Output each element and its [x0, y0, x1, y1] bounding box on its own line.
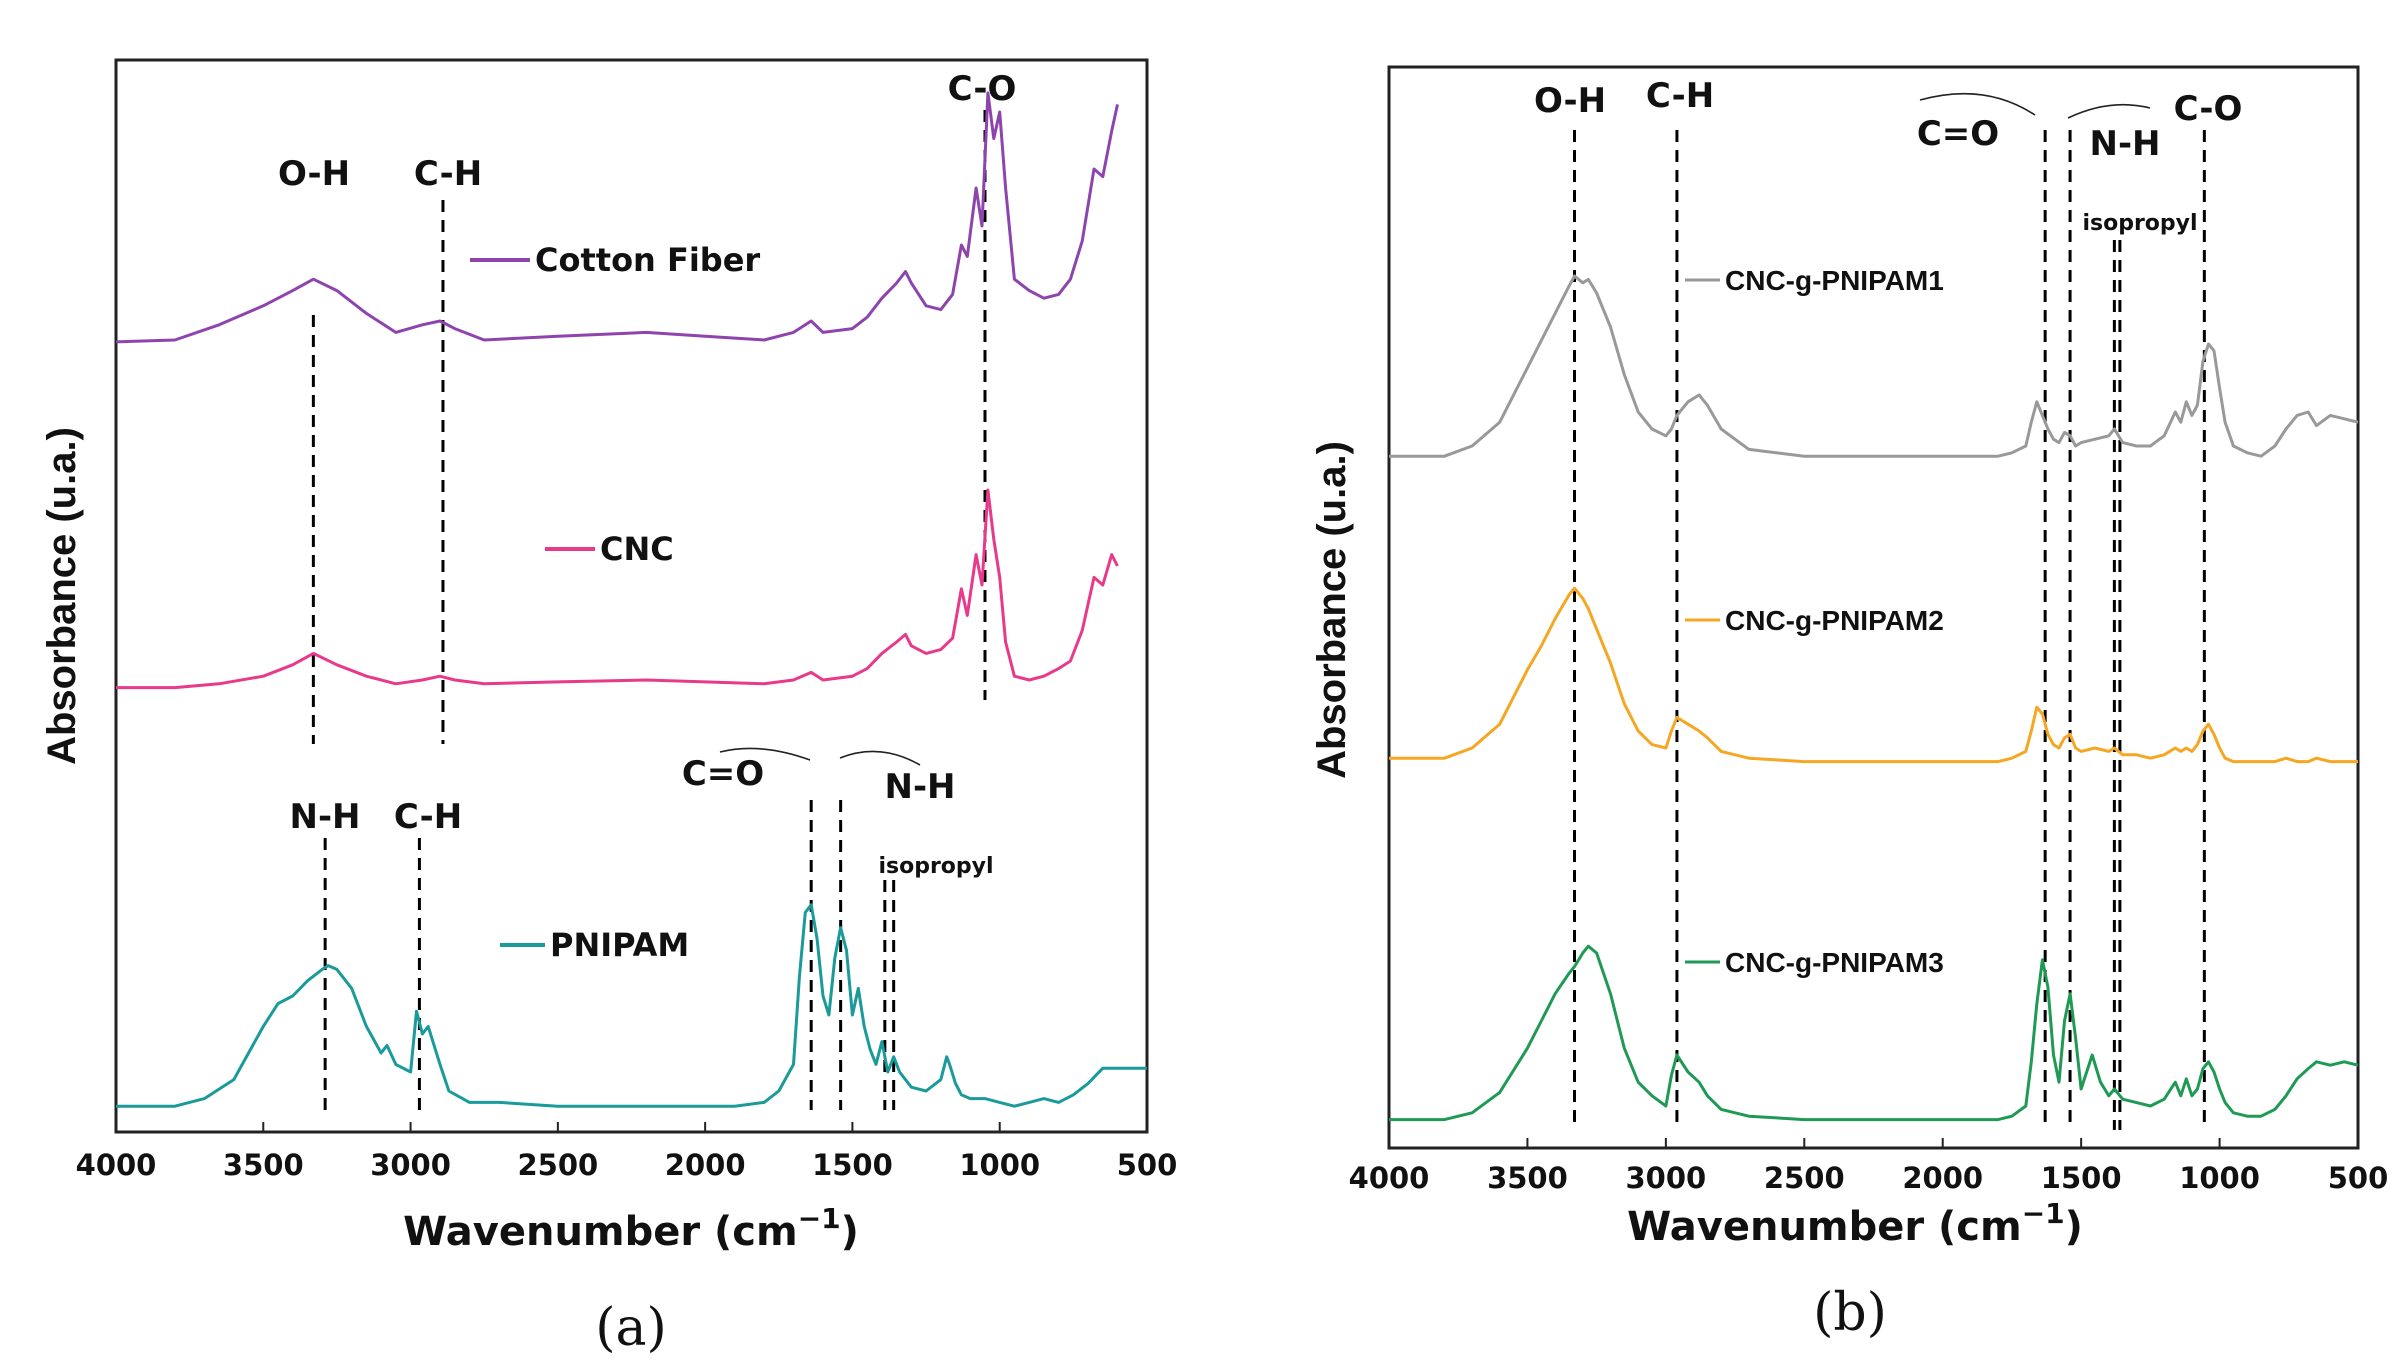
peak-label-b-c-h: C-H [1646, 76, 1714, 116]
peak-label-b-isopropyl: isopropyl [2082, 211, 2197, 236]
y-axis-label-b: Absorbance (u.a.) [1310, 441, 1354, 779]
panel-label-a: (a) [595, 1298, 667, 1358]
series-line-cnc-g-pnipam2 [1389, 586, 2358, 764]
panel-b-tick-label-1500: 1500 [2041, 1161, 2122, 1195]
panel-a-tick-label-1000: 1000 [959, 1148, 1040, 1182]
peak-label-b-n-h: N-H [2089, 124, 2160, 164]
panel-b-series [1389, 274, 2359, 1122]
peak-label-b-o-h: O-H [1534, 81, 1606, 121]
y-axis-label-a: Absorbance (u.a.) [40, 427, 84, 765]
series-line-cnc-g-pnipam1 [1389, 274, 2359, 458]
x-axis-label-b: Wavenumber (cm−1) [1627, 1197, 2083, 1250]
panel-b-tick-label-2500: 2500 [1764, 1161, 1845, 1195]
legend-label-pnipam: PNIPAM [550, 926, 689, 964]
panel-b-tick-label-3500: 3500 [1487, 1161, 1568, 1195]
legend-label-pnipam1: CNC-g-PNIPAM1 [1725, 265, 1944, 296]
peak-label-o-h: O-H [278, 154, 350, 194]
peak-label-c-o: C-O [948, 69, 1017, 109]
panel-a: 4000 3500 3000 2500 2000 1500 1000 500 Cotton F… [40, 58, 1178, 1358]
panel-a-tick-label-1500: 1500 [812, 1148, 893, 1182]
panel-a-tick-label-4000: 4000 [76, 1148, 157, 1182]
panel-a-series [115, 91, 1147, 1108]
panel-b-tick-label-4000: 4000 [1349, 1161, 1430, 1195]
brace-c-o-double [719, 747, 811, 761]
panel-b-tick-label-1000: 1000 [2179, 1161, 2260, 1195]
panel-b: 4000 3500 3000 2500 2000 1500 1000 500 CNC-g-PN… [1310, 65, 2389, 1343]
panel-b-plot-frame [1387, 65, 2360, 1150]
x-axis-label-a: Wavenumber (cm−1) [403, 1202, 859, 1255]
panel-b-tick-label-500: 500 [2328, 1161, 2389, 1195]
panel-a-tick-label-2000: 2000 [665, 1148, 746, 1182]
peak-label-c-h-pnipam: C-H [394, 797, 462, 837]
series-line-cnc [116, 488, 1119, 690]
panel-a-tick-label-500: 500 [1117, 1148, 1178, 1182]
legend-label-cotton-fiber: Cotton Fiber [535, 241, 760, 279]
brace-n-h-amide [839, 750, 921, 766]
panel-a-tick-label-2500: 2500 [517, 1148, 598, 1182]
brace-b-n-h [2067, 103, 2151, 119]
panel-b-tick-label-3000: 3000 [1625, 1161, 1706, 1195]
peak-label-c-o-double: C=O [682, 754, 764, 794]
panel-b-x-ticks: 4000 3500 3000 2500 2000 1500 1000 500 [1349, 1138, 2389, 1195]
panel-a-tick-label-3000: 3000 [370, 1148, 451, 1182]
series-line-cnc-g-pnipam3 [1389, 944, 2359, 1122]
peak-label-b-c-o-double: C=O [1917, 114, 1999, 154]
panel-b-tick-label-2000: 2000 [1902, 1161, 1983, 1195]
panel-a-x-ticks: 4000 3500 3000 2500 2000 1500 1000 500 [76, 1122, 1178, 1182]
peak-label-c-h: C-H [414, 154, 482, 194]
series-line-cotton-fiber [115, 91, 1119, 344]
panel-b-guides [1572, 130, 2206, 1130]
brace-b-c-o-double [1919, 92, 2036, 116]
legend-label-cnc: CNC [600, 530, 674, 568]
panel-a-plot-frame [114, 58, 1149, 1134]
legend-label-pnipam3: CNC-g-PNIPAM3 [1725, 947, 1944, 978]
panel-label-b: (b) [1813, 1283, 1887, 1343]
series-line-pnipam [116, 903, 1147, 1108]
panel-a-guides [311, 110, 987, 1110]
peak-label-b-c-o: C-O [2174, 89, 2243, 129]
legend-label-pnipam2: CNC-g-PNIPAM2 [1725, 605, 1944, 636]
panel-a-tick-label-3500: 3500 [223, 1148, 304, 1182]
peak-label-isopropyl: isopropyl [878, 854, 993, 879]
peak-label-n-h-pnipam: N-H [289, 797, 360, 837]
peak-label-n-h-amide: N-H [884, 767, 955, 807]
